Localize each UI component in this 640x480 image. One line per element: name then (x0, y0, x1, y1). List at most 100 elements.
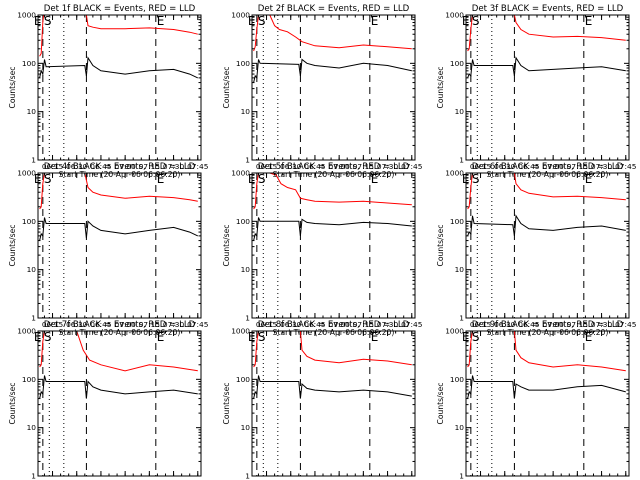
x-tick-label: 07:30 (591, 162, 613, 171)
x-tick-label: 06:15 (256, 478, 278, 480)
x-tick-label: 06:30 (66, 162, 88, 171)
event-markers (256, 15, 371, 160)
x-tick-label: 06:30 (66, 320, 88, 329)
y-tick-label: 100 (236, 217, 250, 226)
x-tick-label: 07:30 (591, 320, 613, 329)
x-tick-label: 07:15 (139, 320, 161, 329)
series-group (253, 15, 412, 83)
event-markers (256, 331, 371, 476)
x-tick-label: 07:45 (187, 478, 209, 480)
marker-letter: E (371, 172, 379, 186)
x-tick-label: 06:15 (256, 320, 278, 329)
lld-series-line (39, 173, 198, 210)
series-group (253, 331, 412, 399)
marker-letter: E (585, 14, 593, 28)
x-tick-label: 07:00 (542, 478, 564, 480)
x-tick-label: 07:45 (401, 478, 423, 480)
x-tick-label: 06:15 (470, 320, 492, 329)
x-tick-label: 07:00 (542, 162, 564, 171)
lld-series-line (467, 173, 626, 210)
x-tick-label: 06:45 (90, 320, 112, 329)
event-markers (42, 15, 157, 160)
x-tick-label: 06:45 (90, 162, 112, 171)
marker-letter: S (44, 330, 52, 344)
plot-frame (251, 330, 416, 477)
x-tick-label: 06:45 (304, 320, 326, 329)
x-axis-label: Start Time (20-Apr-06 06:06:20) (59, 170, 181, 179)
y-axis-label: Counts/sec (436, 67, 445, 109)
x-tick-label: 07:45 (401, 320, 423, 329)
panel-title: Det 4f BLACK = Events, RED = LLD (44, 162, 196, 172)
panel-title: Det 7f BLACK = Events, RED = LLD (44, 320, 196, 330)
y-tick-label: 1000 (231, 169, 250, 178)
x-tick-label: 07:30 (163, 162, 185, 171)
y-tick-label: 1000 (231, 11, 250, 20)
plot-frame (37, 330, 202, 477)
y-tick-label: 1000 (17, 327, 36, 336)
y-tick-label: 1000 (17, 11, 36, 20)
x-tick-label: 07:15 (139, 478, 161, 480)
lld-series-line (253, 15, 412, 52)
y-tick-label: 10 (241, 423, 251, 432)
x-tick-label: 07:30 (163, 320, 185, 329)
y-tick-label: 100 (450, 59, 464, 68)
plot-frame (37, 14, 202, 161)
events-series-line (39, 375, 198, 399)
x-tick-label: 06:15 (42, 478, 64, 480)
plot-frame (251, 172, 416, 319)
x-tick-label: 06:15 (42, 320, 64, 329)
y-axis-label: Counts/sec (436, 383, 445, 425)
panel-title: Det 1f BLACK = Events, RED = LLD (44, 4, 196, 14)
x-tick-label: 07:15 (567, 478, 589, 480)
marker-letter: E (371, 330, 379, 344)
events-series-line (467, 56, 626, 79)
panel-title: Det 2f BLACK = Events, RED = LLD (258, 4, 410, 14)
series-group (467, 15, 626, 79)
y-axis-label: Counts/sec (8, 383, 17, 425)
y-tick-label: 10 (241, 265, 251, 274)
marker-letter: S (472, 14, 480, 28)
marker-letter: S (472, 172, 480, 186)
y-tick-label: 1000 (445, 169, 464, 178)
panel-title: Det 8f BLACK = Events, RED = LLD (258, 320, 410, 330)
events-series-line (467, 375, 626, 399)
x-tick-label: 07:45 (401, 162, 423, 171)
y-tick-label: 100 (450, 217, 464, 226)
x-tick-label: 06:30 (280, 320, 302, 329)
x-tick-label: 07:30 (377, 320, 399, 329)
y-tick-label: 10 (27, 423, 37, 432)
x-tick-label: 06:30 (494, 320, 516, 329)
y-tick-label: 1 (459, 314, 464, 323)
y-axis-label: Counts/sec (8, 225, 17, 267)
plot-frame (465, 330, 630, 477)
x-tick-label: 06:45 (304, 478, 326, 480)
y-tick-label: 100 (22, 217, 36, 226)
y-tick-label: 1 (245, 156, 250, 165)
x-tick-label: 07:00 (542, 320, 564, 329)
marker-letter: E (585, 330, 593, 344)
marker-letter: E (585, 172, 593, 186)
y-tick-label: 1 (31, 472, 36, 480)
event-markers (256, 173, 371, 318)
marker-letter: S (472, 330, 480, 344)
marker-letter: E (371, 14, 379, 28)
marker-letter: E (157, 330, 165, 344)
x-tick-label: 07:30 (591, 478, 613, 480)
x-tick-label: 07:15 (353, 478, 375, 480)
marker-letter: S (258, 172, 266, 186)
y-tick-label: 1 (245, 314, 250, 323)
y-tick-label: 100 (236, 375, 250, 384)
x-tick-label: 07:15 (567, 162, 589, 171)
x-tick-label: 06:45 (518, 478, 540, 480)
y-tick-label: 1000 (445, 327, 464, 336)
y-axis-label: Counts/sec (222, 225, 231, 267)
x-tick-label: 07:00 (114, 478, 136, 480)
x-tick-label: 06:15 (470, 162, 492, 171)
x-axis-label: Start Time (20-Apr-06 06:06:20) (273, 328, 395, 337)
